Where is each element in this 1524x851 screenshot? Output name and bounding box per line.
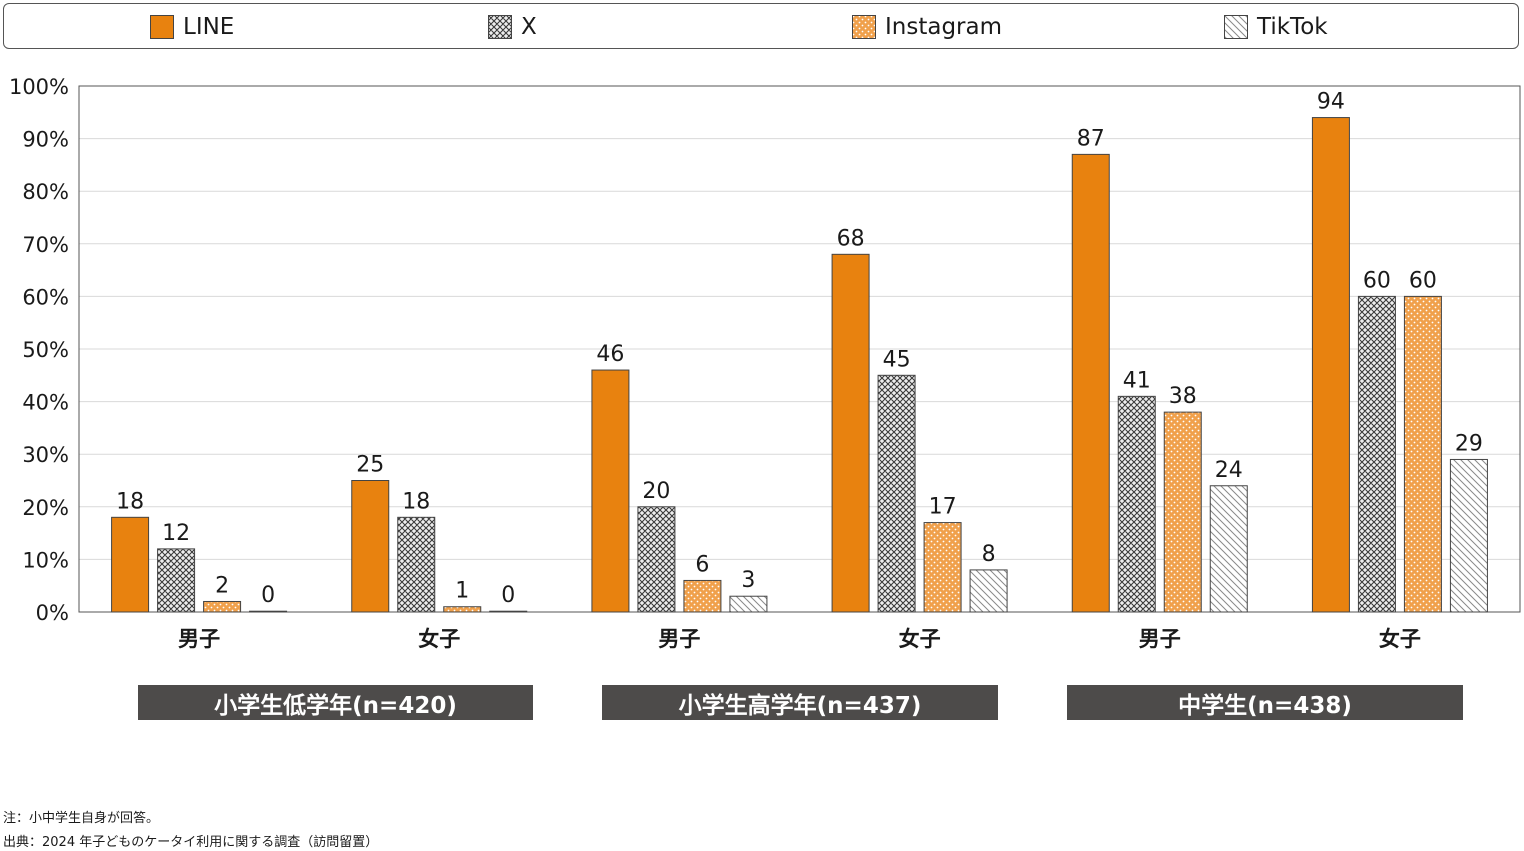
data-label-x-5: 60 [1363,268,1391,293]
x-category-label: 女子 [418,627,460,651]
data-label-x-2: 20 [642,479,670,504]
group-label-upper-elementary: 小学生高学年(n=437) [602,685,998,720]
bar-line-0 [111,516,150,613]
bar-instagram-3 [923,522,962,613]
data-label-line-1: 25 [356,453,384,478]
data-label-line-2: 46 [596,342,624,367]
bar-tiktok-4 [1209,485,1248,613]
data-label-tiktok-3: 8 [982,542,996,567]
data-label-tiktok-5: 29 [1455,431,1483,456]
data-label-instagram-0: 2 [215,573,229,598]
bar-x-0 [157,548,196,613]
footnote-source: 出典：2024 年子どものケータイ利用に関する調査（訪問留置） [3,835,379,850]
bar-x-1 [397,516,436,613]
legend-item-tiktok: TikTok [1224,15,1328,39]
data-label-x-4: 41 [1123,368,1151,393]
x-category-label: 男子 [178,627,220,651]
bar-line-3 [831,253,870,613]
bar-x-4 [1117,395,1156,613]
data-label-tiktok-2: 3 [741,568,755,593]
legend-swatch-tiktok [1224,15,1248,39]
y-tick-label: 60% [22,285,69,309]
bar-line-5 [1311,117,1350,613]
bar-x-5 [1357,295,1396,613]
y-tick-label: 90% [22,128,69,152]
chart-legend: LINE X Instagram TikTok [3,3,1519,49]
bar-tiktok-3 [969,569,1008,613]
y-tick-label: 0% [36,601,69,625]
legend-label-line: LINE [183,14,235,40]
bar-x-2 [637,506,676,613]
bar-x-3 [877,374,916,613]
data-label-x-3: 45 [883,347,911,372]
data-label-tiktok-0: 0 [261,583,275,608]
y-tick-label: 50% [22,338,69,362]
data-label-line-4: 87 [1077,126,1105,151]
bar-line-4 [1071,153,1110,613]
data-label-line-0: 18 [116,489,144,514]
x-category-label: 女子 [1379,627,1421,651]
data-label-line-3: 68 [837,226,865,251]
data-label-instagram-1: 1 [455,579,469,604]
y-tick-label: 30% [22,443,69,467]
bar-line-2 [591,369,630,613]
legend-item-x: X [488,15,537,39]
legend-item-line: LINE [150,15,234,39]
bar-instagram-0 [203,600,242,613]
legend-swatch-x [488,15,512,39]
x-category-label: 女子 [899,627,941,651]
legend-swatch-line [150,15,174,39]
plot-frame [78,85,1521,613]
bar-line-1 [351,480,390,613]
bar-instagram-2 [683,579,722,613]
legend-label-tiktok: TikTok [1257,14,1328,40]
x-category-label: 男子 [1139,627,1181,651]
legend-item-instagram: Instagram [852,15,1002,39]
bar-instagram-4 [1163,411,1202,613]
y-tick-label: 80% [22,180,69,204]
legend-label-instagram: Instagram [885,14,1003,40]
data-label-line-5: 94 [1317,90,1345,115]
x-category-label: 男子 [658,627,700,651]
group-label-junior-high: 中学生(n=438) [1067,685,1463,720]
data-label-instagram-4: 38 [1169,384,1197,409]
footnote-note: 注：小中学生自身が回答。 [3,811,160,826]
group-label-lower-elementary: 小学生低学年(n=420) [138,685,533,720]
bar-tiktok-5 [1449,458,1488,613]
bar-instagram-5 [1403,295,1442,613]
bar-tiktok-2 [729,595,768,613]
y-tick-label: 100% [9,75,69,99]
y-tick-label: 10% [22,548,69,572]
data-label-x-1: 18 [402,489,430,514]
legend-swatch-instagram [852,15,876,39]
y-tick-label: 70% [22,233,69,257]
y-tick-label: 20% [22,496,69,520]
legend-label-x: X [521,14,537,40]
data-label-tiktok-4: 24 [1215,458,1243,483]
data-label-instagram-5: 60 [1409,268,1437,293]
bar-tiktok-0 [249,610,288,613]
bar-instagram-1 [443,606,482,613]
data-label-instagram-3: 17 [929,495,957,520]
data-label-tiktok-1: 0 [501,583,515,608]
data-label-x-0: 12 [162,521,190,546]
bar-tiktok-1 [489,610,528,613]
y-tick-label: 40% [22,391,69,415]
data-label-instagram-2: 6 [695,552,709,577]
